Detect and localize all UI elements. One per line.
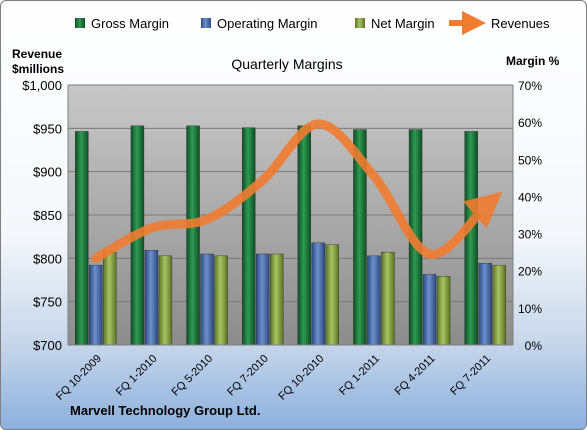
left-tick-label: $1,000 [22,78,62,93]
bar-gross-margin [297,125,312,346]
x-tick-label: FQ 7-2010 [225,353,271,399]
right-axis-title: Margin % [506,54,560,68]
bar-net-margin [158,255,173,346]
bar-net-margin [214,255,228,346]
legend-label-revenues: Revenues [491,16,550,31]
legend-swatch-operating-margin [201,18,211,28]
legend: Gross Margin Operating Margin Net Margin… [75,11,550,35]
bar-gross-margin [464,131,478,346]
left-tick-label: $900 [33,165,62,180]
right-tick-label: 0% [525,339,543,353]
left-tick-label: $950 [33,121,62,136]
right-tick-label: 30% [518,228,542,242]
bar-gross-margin [186,125,200,346]
bar-net-margin [325,244,340,346]
bar-gross-margin [241,127,256,346]
left-axis-title-line1: Revenue [12,47,62,61]
bar-net-margin [436,276,451,346]
bar-net-margin [492,264,506,346]
legend-swatch-net-margin [355,18,365,28]
legend-label-operating-margin: Operating Margin [217,16,317,31]
left-tick-label: $750 [33,295,62,310]
company-name: Marvell Technology Group Ltd. [70,403,260,418]
bar-operating-margin [367,255,381,346]
legend-label-gross-margin: Gross Margin [91,16,169,31]
right-axis-ticks: 0% 10% 20% 30% 40% 50% 60% 70% [518,79,542,353]
bar-series [75,125,506,346]
left-tick-label: $800 [33,251,62,266]
left-axis-title-line2: $millions [12,62,64,76]
bar-operating-margin [200,253,214,346]
x-tick-label: FQ 5-2010 [170,353,216,399]
x-tick-label: FQ 1-2010 [114,353,160,399]
legend-swatch-gross-margin [75,18,85,28]
bar-operating-margin [255,253,270,346]
revenue-line-path [91,119,503,263]
left-tick-label: $850 [33,208,62,223]
left-axis-ticks: $700 $750 $800 $850 $900 $950 $1,000 [22,78,62,353]
x-tick-label: FQ 10-2010 [276,353,326,403]
right-tick-label: 20% [518,265,542,279]
right-tick-label: 10% [518,302,542,316]
revenue-line [91,119,503,263]
x-tick-label: FQ 10-2009 [54,353,104,403]
bar-operating-margin [478,263,492,346]
right-tick-label: 50% [518,153,542,167]
right-tick-label: 70% [518,79,542,93]
right-tick-label: 40% [518,190,542,204]
left-tick-label: $700 [33,338,62,353]
x-tick-label: FQ 4-2011 [393,353,438,398]
x-tick-label: FQ 7-2011 [448,353,493,398]
legend-label-net-margin: Net Margin [371,16,435,31]
bar-net-margin [103,251,117,346]
bar-operating-margin [144,250,159,346]
bar-operating-margin [311,242,326,346]
chart-title: Quarterly Margins [231,56,342,72]
bar-operating-margin [422,274,437,346]
bar-operating-margin [89,264,103,346]
bar-net-margin [269,253,284,346]
x-tick-label: FQ 1-2011 [337,353,382,398]
bar-net-margin [381,251,395,346]
x-axis-ticks: FQ 10-2009 FQ 1-2010 FQ 5-2010 FQ 7-2010 FQ … [54,353,493,403]
bar-gross-margin [75,131,89,346]
right-tick-label: 60% [518,116,542,130]
